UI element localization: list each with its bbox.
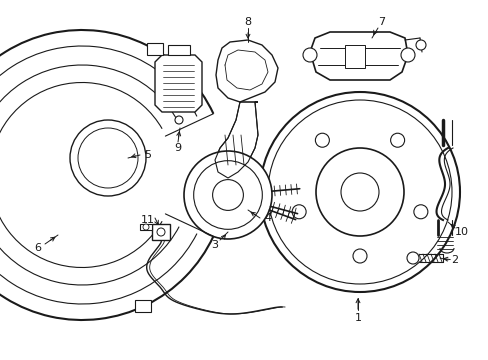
Text: 9: 9 xyxy=(174,143,181,153)
Polygon shape xyxy=(309,32,407,80)
Text: 1: 1 xyxy=(354,313,361,323)
Text: 10: 10 xyxy=(454,227,468,237)
Circle shape xyxy=(303,48,316,62)
Circle shape xyxy=(415,40,425,50)
Circle shape xyxy=(142,224,149,230)
Text: 7: 7 xyxy=(378,17,385,27)
Polygon shape xyxy=(216,40,278,102)
Circle shape xyxy=(157,228,164,236)
Text: 11: 11 xyxy=(141,215,155,225)
Polygon shape xyxy=(155,55,202,112)
Text: 3: 3 xyxy=(211,240,218,250)
Polygon shape xyxy=(168,45,190,55)
Polygon shape xyxy=(135,300,151,312)
Text: 5: 5 xyxy=(144,150,151,160)
Circle shape xyxy=(183,151,271,239)
Polygon shape xyxy=(345,45,364,68)
Polygon shape xyxy=(152,224,170,240)
Polygon shape xyxy=(140,224,152,230)
Text: 4: 4 xyxy=(264,213,271,223)
Polygon shape xyxy=(215,102,258,178)
Polygon shape xyxy=(146,44,162,55)
Text: 2: 2 xyxy=(450,255,458,265)
Text: 8: 8 xyxy=(244,17,251,27)
Circle shape xyxy=(406,252,418,264)
Text: 6: 6 xyxy=(35,243,41,253)
Circle shape xyxy=(400,48,414,62)
Circle shape xyxy=(175,116,183,124)
